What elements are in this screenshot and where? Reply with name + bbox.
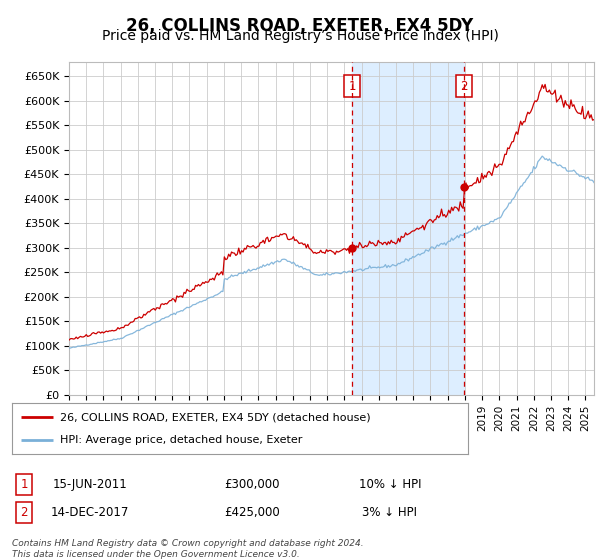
Text: HPI: Average price, detached house, Exeter: HPI: Average price, detached house, Exet… [60,436,302,446]
Text: 14-DEC-2017: 14-DEC-2017 [51,506,129,519]
Text: Price paid vs. HM Land Registry’s House Price Index (HPI): Price paid vs. HM Land Registry’s House … [101,29,499,43]
Bar [352,62,464,395]
Text: 3% ↓ HPI: 3% ↓ HPI [362,506,418,519]
Text: 26, COLLINS ROAD, EXETER, EX4 5DY: 26, COLLINS ROAD, EXETER, EX4 5DY [127,17,473,35]
Text: 2: 2 [460,80,468,92]
Text: £425,000: £425,000 [224,506,280,519]
Text: 2: 2 [20,506,28,519]
Text: 15-JUN-2011: 15-JUN-2011 [53,478,127,491]
Text: 10% ↓ HPI: 10% ↓ HPI [359,478,421,491]
Text: 1: 1 [349,80,356,92]
Text: 1: 1 [20,478,28,491]
Text: £300,000: £300,000 [224,478,280,491]
Text: Contains HM Land Registry data © Crown copyright and database right 2024.
This d: Contains HM Land Registry data © Crown c… [12,539,364,559]
Text: 26, COLLINS ROAD, EXETER, EX4 5DY (detached house): 26, COLLINS ROAD, EXETER, EX4 5DY (detac… [60,412,371,422]
